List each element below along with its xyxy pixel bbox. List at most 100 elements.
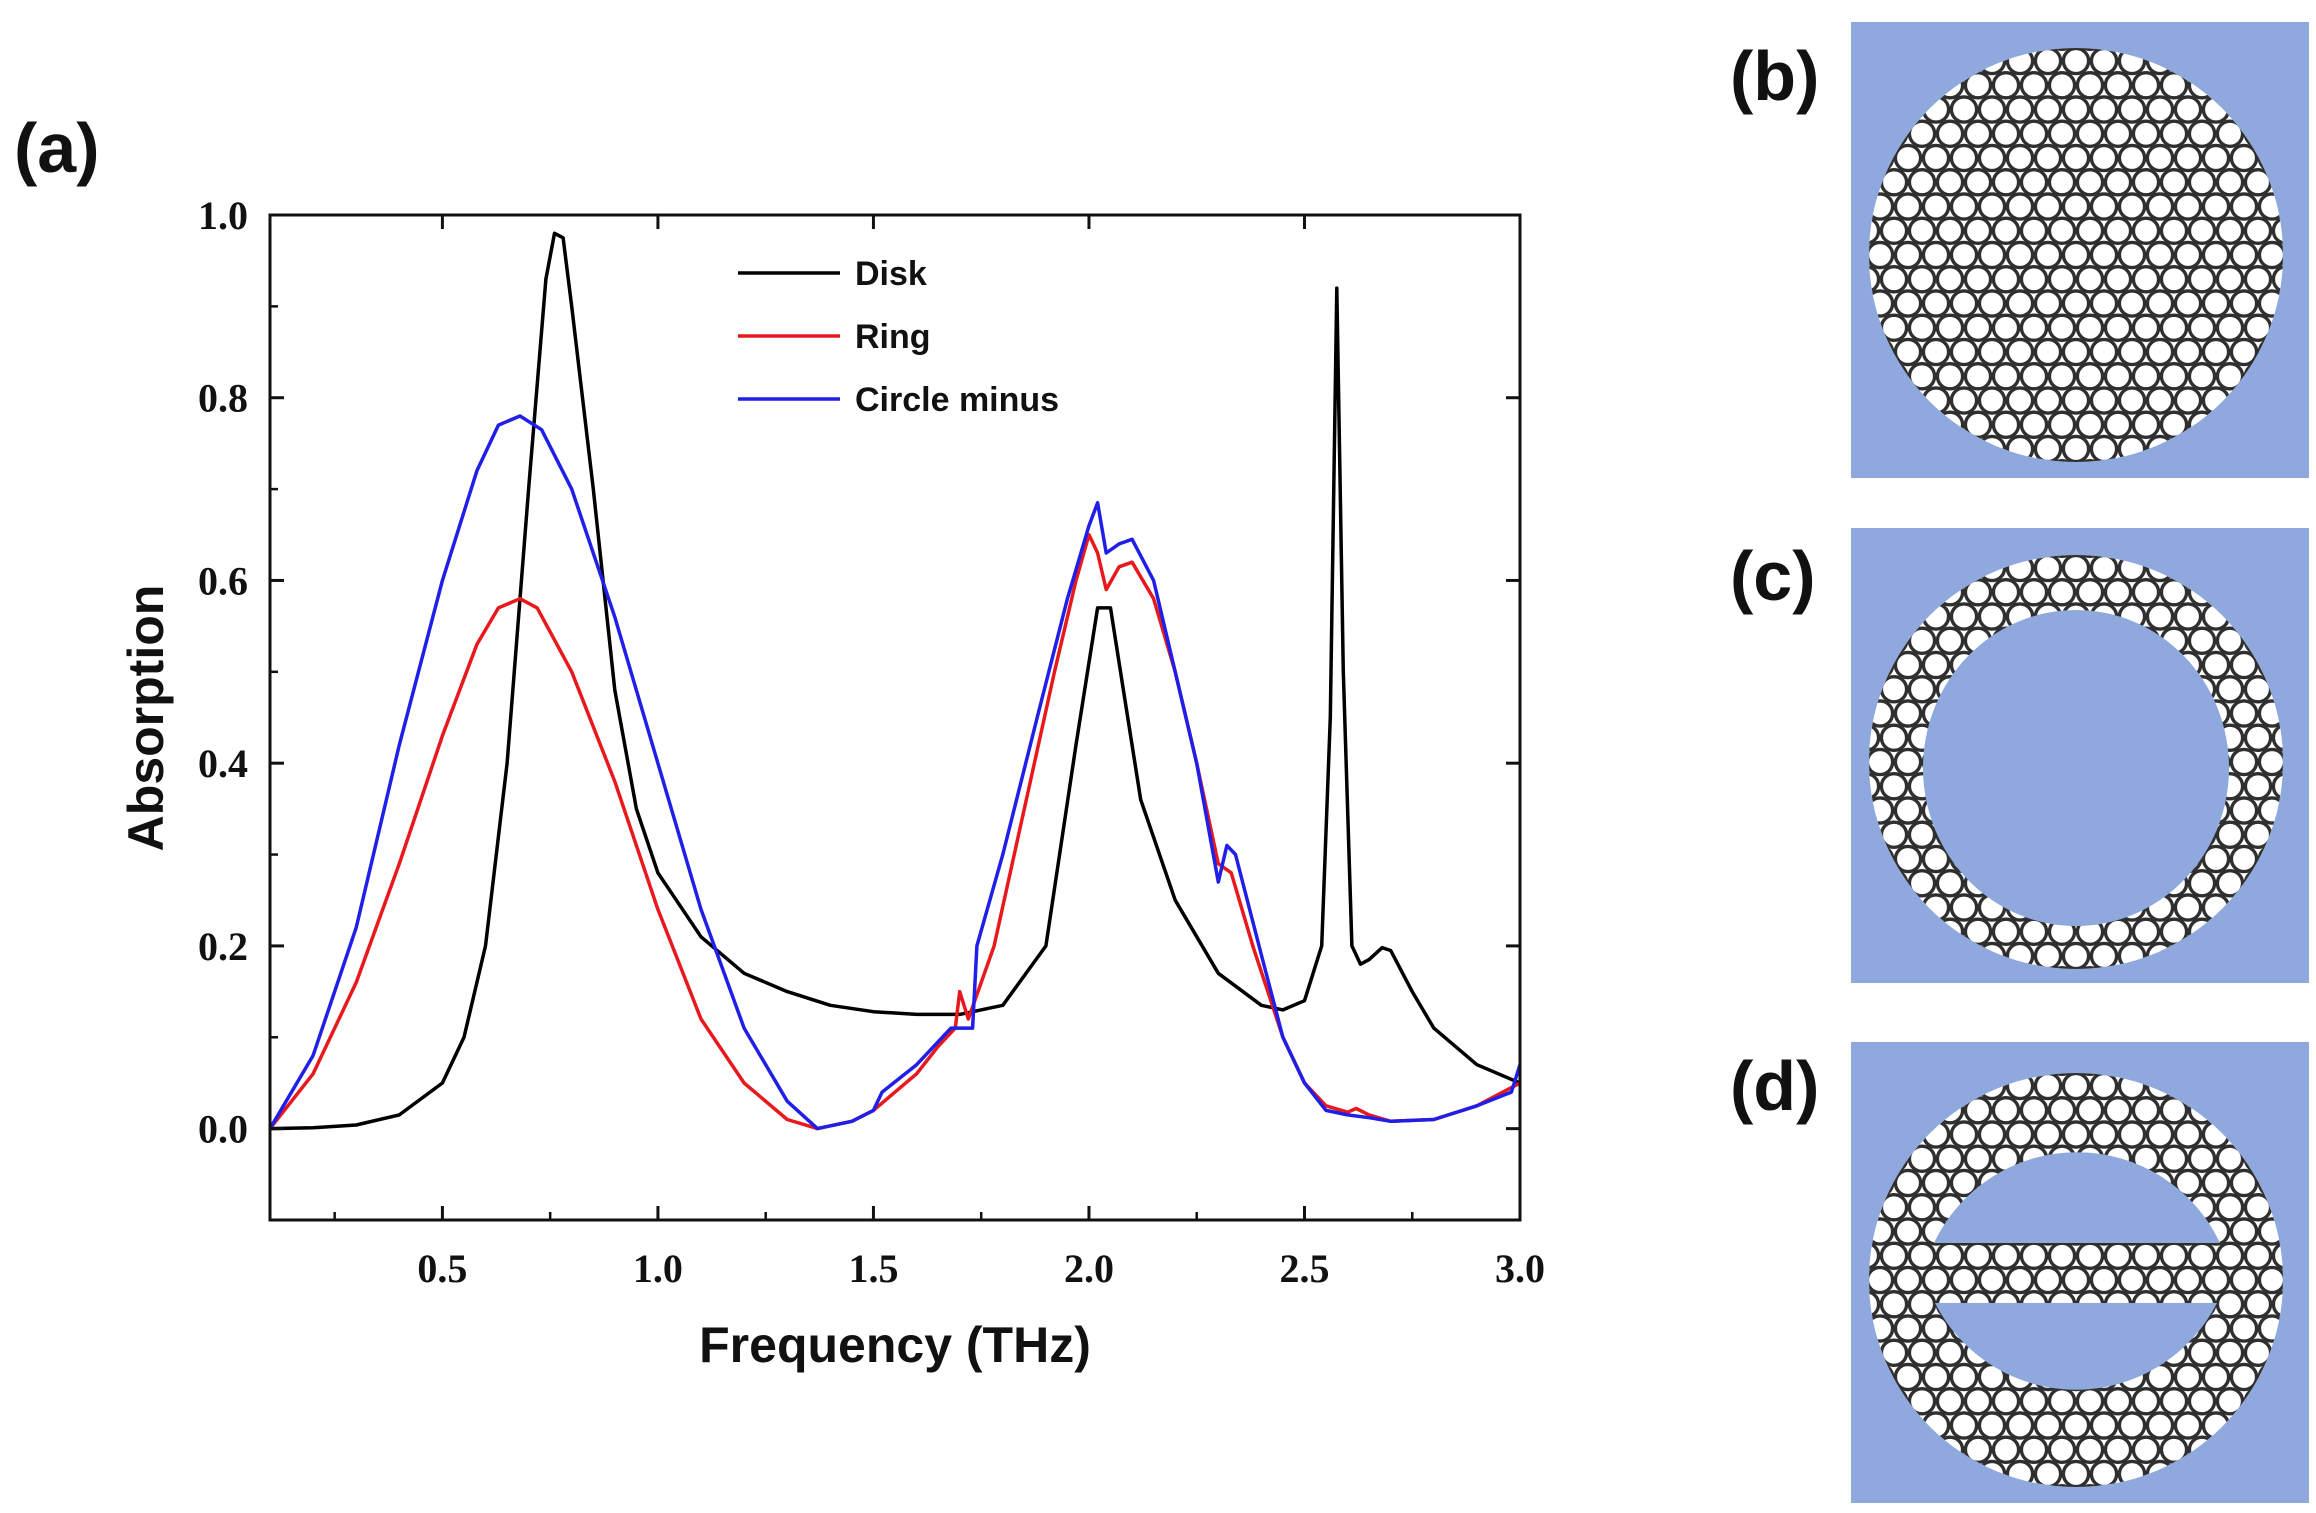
- hole: [1991, 410, 2021, 440]
- hole: [1755, 242, 1780, 267]
- x-tick-label: 1.0: [633, 1246, 683, 1291]
- legend-entry: Ring: [855, 318, 931, 356]
- hole: [2105, 483, 2130, 508]
- hole: [1893, 192, 1923, 221]
- series-line-circle-minus: [270, 414, 1520, 1131]
- hole: [2047, 1095, 2077, 1125]
- hole: [1783, 339, 1808, 364]
- hole: [1909, 483, 1934, 508]
- hole: [2089, 1120, 2119, 1149]
- hole: [1893, 1314, 1923, 1343]
- hole: [1811, 388, 1836, 413]
- hole: [2047, 167, 2077, 197]
- y-axis-label: Absorption: [118, 585, 174, 852]
- hole: [2173, 192, 2203, 221]
- hole: [1867, 485, 1892, 510]
- x-tick-label: 2.0: [1064, 1246, 1114, 1291]
- hole: [1935, 361, 1965, 391]
- hole: [1755, 1413, 1780, 1438]
- hole: [1769, 170, 1794, 195]
- hole: [2215, 626, 2245, 656]
- hole: [2021, 1001, 2046, 1026]
- hole: [1907, 820, 1937, 850]
- hole: [1963, 167, 1993, 197]
- hole: [1921, 143, 1951, 173]
- hole: [2259, 485, 2284, 510]
- panel-label-c: (c): [1730, 537, 1816, 615]
- hole: [2061, 337, 2091, 367]
- hole: [1949, 386, 1979, 415]
- hole: [1853, 1016, 1878, 1041]
- hole: [1879, 1241, 1909, 1271]
- hole: [2063, 485, 2088, 510]
- hole: [2301, 1016, 2316, 1041]
- hole: [2257, 747, 2283, 777]
- hole: [2131, 264, 2161, 294]
- hole: [1783, 0, 1808, 25]
- hole: [2229, 1265, 2259, 1295]
- hole: [1811, 652, 1836, 677]
- hole: [1935, 1338, 1965, 1368]
- hole: [2075, 577, 2105, 607]
- hole: [2089, 1411, 2119, 1440]
- hole: [2215, 264, 2245, 294]
- hole: [1797, 1195, 1822, 1220]
- hole: [2075, 264, 2105, 294]
- hole: [2047, 70, 2077, 100]
- hole: [2271, 1241, 2283, 1271]
- hole: [2089, 434, 2119, 462]
- hole: [2103, 1241, 2133, 1271]
- hole: [1755, 798, 1780, 823]
- hole: [2131, 1386, 2161, 1416]
- hole: [1769, 364, 1794, 389]
- hole: [1949, 337, 1979, 367]
- hole: [1825, 1098, 1850, 1123]
- legend-entry: Disk: [855, 255, 927, 293]
- hole: [2075, 1073, 2105, 1077]
- hole: [2203, 485, 2228, 510]
- hole: [2019, 119, 2049, 149]
- hole: [1907, 868, 1937, 898]
- hole: [1937, 0, 1962, 1]
- hole: [1991, 167, 2021, 197]
- hole: [2271, 771, 2283, 801]
- hole: [2119, 485, 2144, 510]
- hole: [1797, 871, 1822, 896]
- hole: [2189, 1016, 2214, 1041]
- hole: [1825, 483, 1850, 508]
- hole: [1755, 652, 1780, 677]
- y-tick-label: 0.2: [198, 924, 248, 969]
- hole: [1797, 1016, 1822, 1041]
- hole: [2131, 917, 2161, 947]
- hole: [1811, 145, 1836, 170]
- hole: [1811, 1267, 1836, 1292]
- hole: [1755, 145, 1780, 170]
- hole: [1811, 749, 1836, 774]
- hole: [2075, 1241, 2105, 1271]
- hole: [1935, 868, 1965, 898]
- hole: [2033, 1120, 2063, 1149]
- hole: [1881, 483, 1906, 508]
- hole: [1893, 699, 1923, 728]
- hole: [2047, 119, 2077, 149]
- hole: [2187, 626, 2217, 656]
- hole: [2245, 0, 2270, 1]
- hole: [1949, 1265, 1979, 1295]
- hole: [2243, 771, 2273, 801]
- hole: [1797, 483, 1822, 508]
- hole: [2215, 1386, 2245, 1416]
- hole: [2019, 1241, 2049, 1271]
- hole: [1893, 143, 1923, 173]
- hole: [2077, 483, 2102, 508]
- hole: [1825, 1146, 1850, 1171]
- hole: [1907, 674, 1937, 704]
- hole: [2229, 1168, 2259, 1198]
- hole: [2089, 289, 2119, 318]
- hole: [2047, 264, 2077, 294]
- hole: [2075, 70, 2105, 100]
- hole: [2187, 264, 2217, 294]
- hole: [2103, 264, 2133, 294]
- hole: [1825, 1243, 1850, 1268]
- hole: [1797, 315, 1822, 340]
- hole: [2145, 386, 2175, 415]
